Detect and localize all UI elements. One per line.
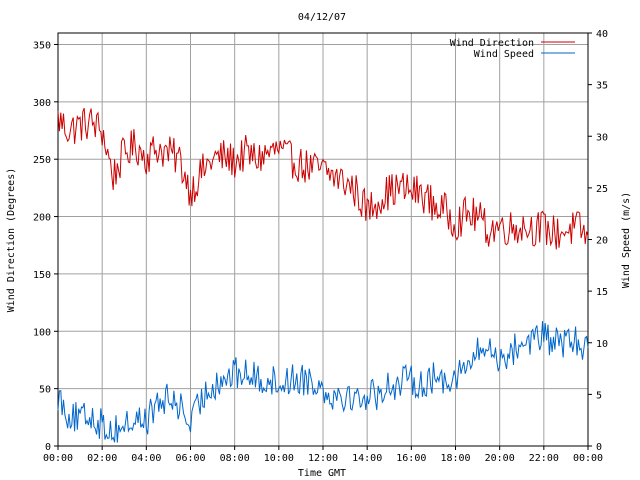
right-tick-label: 35 [596, 81, 608, 92]
left-tick-label: 50 [39, 385, 51, 396]
x-tick-label: 00:00 [43, 453, 73, 464]
x-tick-label: 18:00 [440, 453, 470, 464]
grid-lines [58, 33, 588, 446]
left-tick-label: 0 [45, 442, 51, 453]
x-tick-label: 06:00 [175, 453, 205, 464]
left-tick-label: 350 [33, 40, 51, 51]
left-axis-label: Wind Direction (Degrees) [6, 168, 17, 313]
legend: Wind Direction Wind Speed [450, 38, 575, 60]
x-axis-ticks: 00:00 02:00 04:00 06:00 08:00 10:00 12:00 14:00… [43, 446, 603, 464]
series-line-wind-speed [57, 321, 589, 443]
x-axis-label: Time GMT [298, 468, 346, 479]
right-tick-label: 0 [596, 442, 602, 453]
right-axis-ticks: 0 5 10 15 20 25 30 35 40 [588, 29, 608, 453]
x-tick-label: 10:00 [264, 453, 294, 464]
x-tick-label: 16:00 [396, 453, 426, 464]
left-tick-label: 200 [33, 213, 51, 224]
left-tick-label: 250 [33, 155, 51, 166]
x-tick-label: 04:00 [131, 453, 161, 464]
right-tick-label: 20 [596, 236, 608, 247]
chart-title: 04/12/07 [298, 12, 346, 23]
legend-label-wind-direction: Wind Direction [450, 38, 534, 49]
series-layer [57, 107, 589, 443]
right-tick-label: 10 [596, 339, 608, 350]
x-tick-label: 12:00 [308, 453, 338, 464]
x-tick-label: 02:00 [87, 453, 117, 464]
x-tick-label: 22:00 [529, 453, 559, 464]
right-tick-label: 5 [596, 390, 602, 401]
right-axis-label: Wind Speed (m/s) [621, 192, 632, 288]
right-tick-label: 15 [596, 287, 608, 298]
left-tick-label: 100 [33, 327, 51, 338]
left-axis-ticks: 0 50 100 150 200 250 300 350 [33, 40, 58, 453]
left-tick-label: 300 [33, 98, 51, 109]
right-tick-label: 25 [596, 184, 608, 195]
x-tick-label: 00:00 [573, 453, 603, 464]
x-tick-label: 14:00 [352, 453, 382, 464]
right-tick-label: 40 [596, 29, 608, 40]
x-tick-label: 08:00 [220, 453, 250, 464]
series-line-wind-direction [57, 107, 589, 250]
right-tick-label: 30 [596, 132, 608, 143]
legend-label-wind-speed: Wind Speed [474, 49, 534, 60]
x-tick-label: 20:00 [485, 453, 515, 464]
left-tick-label: 150 [33, 270, 51, 281]
